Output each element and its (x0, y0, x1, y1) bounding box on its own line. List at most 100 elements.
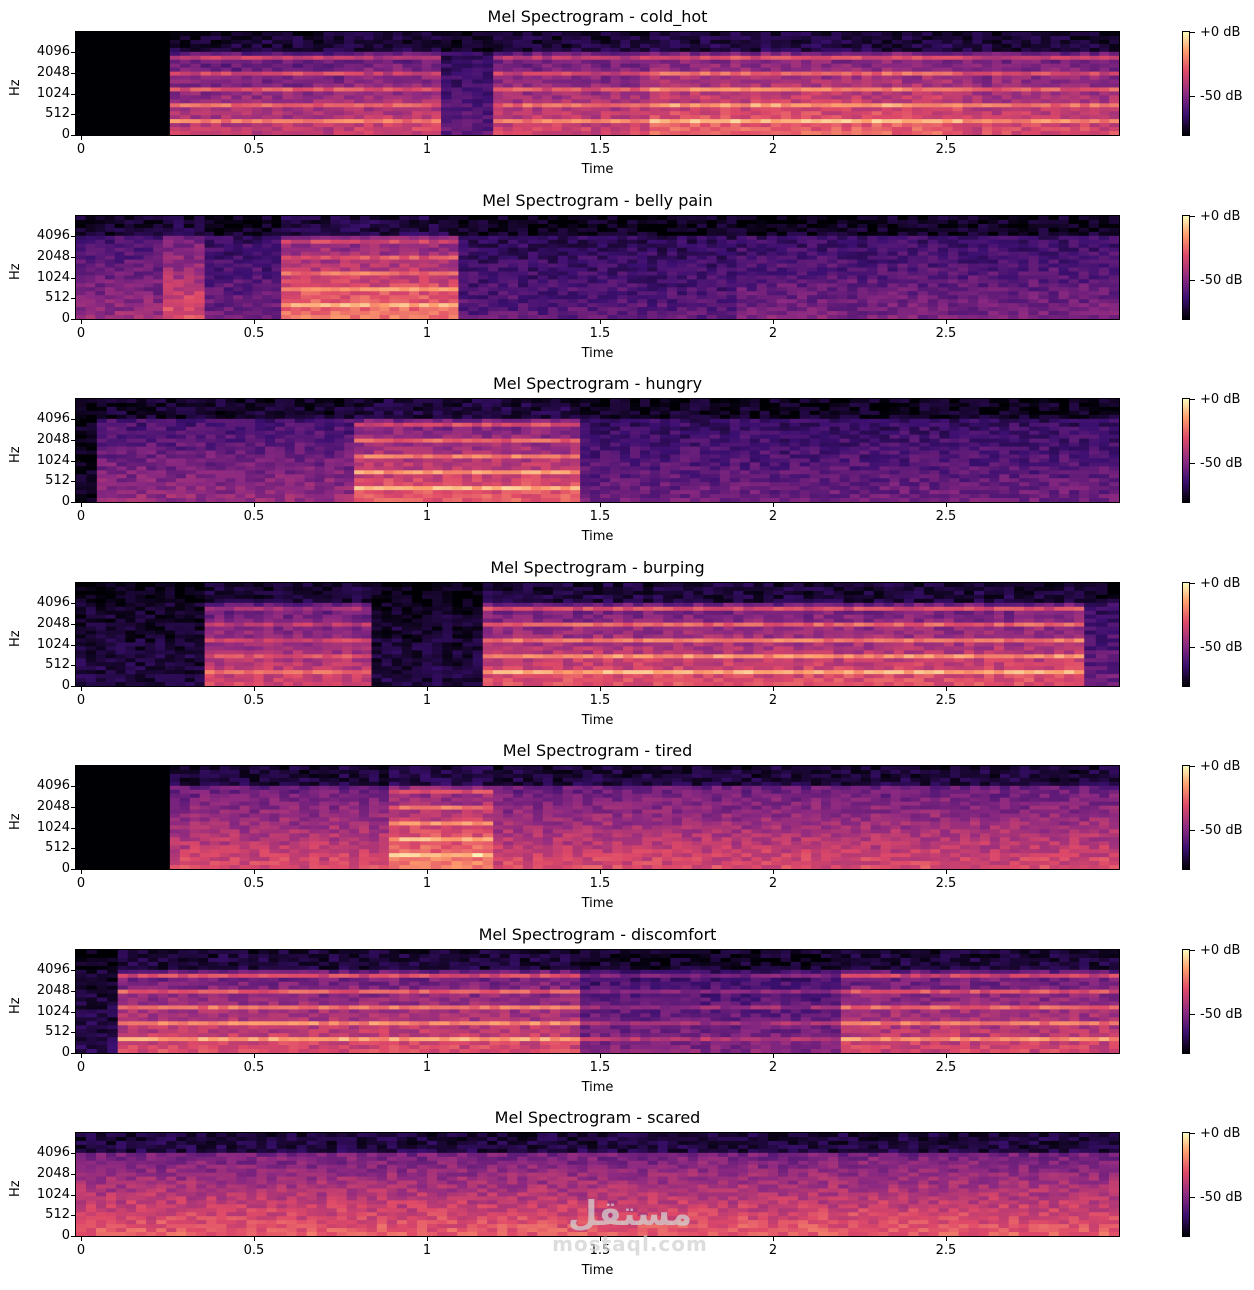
spectrogram-cell (901, 63, 913, 69)
spectrogram-cell (877, 251, 889, 257)
spectrogram-cell (169, 107, 181, 112)
spectrogram-cell (857, 307, 868, 312)
spectrogram-cell (96, 75, 108, 81)
spectrogram-cell (972, 119, 983, 124)
spectrogram-cell (542, 59, 553, 65)
spectrogram-cell (310, 227, 322, 233)
spectrogram-cell (124, 315, 135, 319)
spectrogram-cell (281, 251, 292, 257)
spectrogram-cell (76, 127, 88, 132)
spectrogram-cell (402, 131, 413, 135)
spectrogram-cell (542, 55, 553, 61)
spectrogram-cell (811, 75, 822, 81)
spectrogram-cell (359, 231, 371, 237)
spectrogram-cell (204, 299, 215, 304)
spectrogram-cell (710, 71, 721, 77)
spectrogram-cell (577, 231, 589, 237)
spectrogram-cell (1089, 63, 1101, 69)
spectrogram-cell (428, 315, 440, 319)
spectrogram-cell (251, 67, 263, 73)
spectrogram-cell (841, 79, 853, 85)
spectrogram-cell (363, 32, 375, 37)
spectrogram-cell (912, 83, 923, 89)
spectrogram-cell (597, 263, 609, 269)
spectrogram-cell (637, 227, 648, 233)
spectrogram-cell (567, 299, 579, 304)
spectrogram-cell (221, 127, 232, 132)
spectrogram-cell (639, 71, 651, 77)
spectrogram-cell (831, 67, 843, 73)
spectrogram-cell (231, 51, 243, 57)
spectrogram-cell (542, 99, 553, 104)
spectrogram-cell (333, 35, 345, 41)
spectrogram-cell (922, 35, 933, 41)
spectrogram-cell (333, 119, 345, 124)
spectrogram-cell (867, 279, 879, 284)
spectrogram-cell (851, 99, 863, 104)
spectrogram-cell (796, 283, 808, 288)
spectrogram-cell (194, 271, 206, 277)
spectrogram-cell (223, 216, 234, 221)
spectrogram-cell (770, 75, 782, 81)
spectrogram-cell (96, 63, 108, 69)
spectrogram-cell (617, 295, 628, 300)
spectrogram-cell (363, 111, 375, 116)
spectrogram-cell (726, 231, 738, 237)
spectrogram-cell (837, 263, 848, 269)
spectrogram-cell (350, 283, 361, 288)
spectrogram-cell (169, 83, 181, 89)
spectrogram-cell (333, 32, 345, 37)
spectrogram-cell (354, 99, 365, 104)
spectrogram-cell (1050, 123, 1061, 128)
spectrogram-cell (962, 39, 973, 45)
spectrogram-cell (637, 219, 648, 225)
spectrogram-cell (313, 71, 325, 77)
spectrogram-cell (448, 247, 460, 253)
spectrogram-cell (86, 79, 98, 85)
spectrogram-cell (114, 291, 125, 296)
spectrogram-cell (262, 271, 273, 277)
spectrogram-cell (183, 251, 195, 257)
spectrogram-cell (233, 271, 244, 277)
spectrogram-cell (282, 131, 294, 135)
spectrogram-cell (472, 55, 484, 61)
spectrogram-cell (861, 43, 873, 49)
spectrogram-cell (96, 103, 108, 108)
spectrogram-cell (657, 311, 668, 316)
spectrogram-cell (399, 279, 410, 284)
spectrogram-cell (726, 271, 738, 277)
spectrogram-cell (363, 35, 375, 41)
spectrogram-cell (952, 59, 964, 65)
spectrogram-cell (837, 259, 848, 265)
spectrogram-cell (932, 127, 943, 132)
spectrogram-cell (991, 75, 1003, 81)
spectrogram-cell (498, 239, 509, 245)
spectrogram-cell (887, 223, 899, 229)
spectrogram-cell (96, 47, 108, 53)
spectrogram-cell (837, 287, 848, 292)
spectrogram-cell (620, 123, 631, 128)
spectrogram-cell (720, 59, 731, 65)
spectrogram-cell (290, 303, 302, 308)
spectrogram-cell (912, 32, 923, 37)
spectrogram-cell (877, 231, 889, 237)
spectrogram-cell (776, 295, 788, 300)
spectrogram-cell (95, 235, 106, 241)
spectrogram-cell (857, 287, 868, 292)
spectrogram-cell (300, 219, 312, 225)
spectrogram-cell (468, 295, 479, 300)
spectrogram-cell (571, 131, 582, 135)
spectrogram-cell (233, 263, 244, 269)
spectrogram-cell (581, 51, 592, 57)
spectrogram-cell (972, 83, 983, 89)
spectrogram-cell (750, 103, 762, 108)
spectrogram-cell (972, 115, 983, 120)
spectrogram-cell (547, 311, 559, 316)
spectrogram-cell (786, 271, 798, 277)
spectrogram-cell (86, 32, 98, 37)
spectrogram-cell (1021, 39, 1032, 45)
spectrogram-cell (478, 283, 489, 288)
spectrogram-cell (409, 239, 420, 245)
spectrogram-cell (221, 59, 232, 65)
spectrogram-cell (242, 223, 254, 229)
